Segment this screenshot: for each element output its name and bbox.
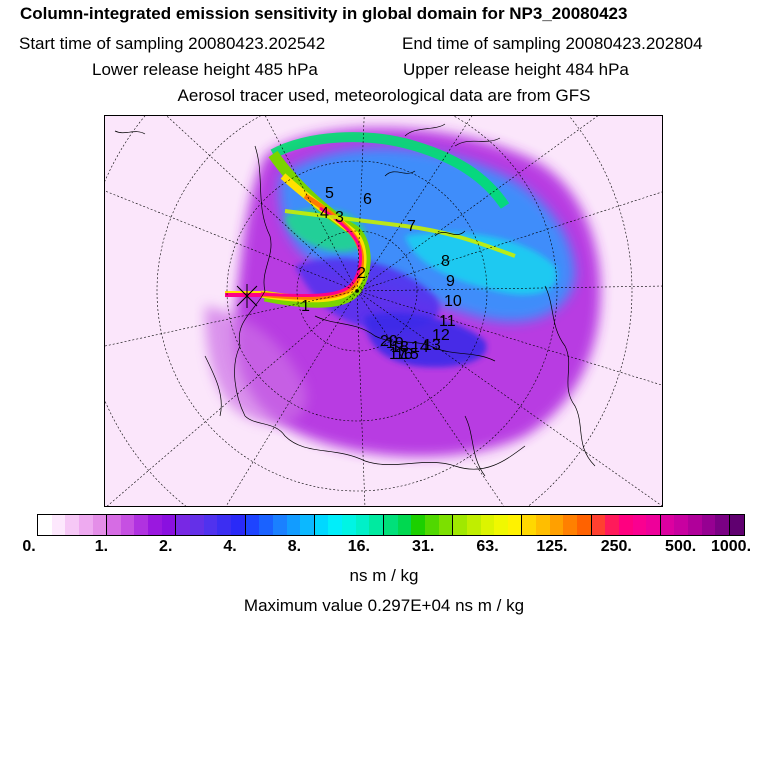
colorbar-segment [494, 515, 508, 535]
coastlines [114, 123, 596, 477]
colorbar-segment [328, 515, 343, 535]
colorbar-segment [452, 515, 467, 535]
colorbar-segment [313, 515, 329, 535]
plot-title: Column-integrated emission sensitivity i… [20, 4, 628, 23]
colorbar-segment [549, 515, 564, 535]
colorbar-segment [701, 515, 716, 535]
colorbar-tick-label: 1000. [710, 538, 752, 555]
colorbar-segment [688, 515, 702, 535]
colorbar-tick-label: 31. [412, 538, 435, 555]
colorbar-segment [355, 515, 370, 535]
colorbar-segment [411, 515, 425, 535]
day-label: 15 [401, 346, 419, 363]
colorbar-segment [175, 515, 191, 535]
colorbar-segment [438, 515, 453, 535]
day-label: 11 [439, 313, 456, 330]
day-label: 9 [446, 273, 455, 290]
colorbar-segment [65, 515, 79, 535]
colorbar-segment [383, 515, 398, 535]
colorbar-segment [715, 515, 730, 535]
colorbar-segment [521, 515, 537, 535]
day-label: 12 [432, 327, 450, 344]
day-label: 2 [357, 265, 366, 282]
colorbar-segment [674, 515, 689, 535]
colorbar-tick-label: 2. [159, 538, 173, 555]
colorbar-segment [230, 515, 245, 535]
day-label: 14 [411, 339, 429, 356]
colorbar-segment [120, 515, 135, 535]
lower-height-text: Lower release height 485 hPa [92, 60, 318, 79]
day-label: 18 [391, 339, 409, 356]
day-label: 8 [441, 253, 450, 270]
day-label: 6 [363, 191, 372, 208]
colorbar-segment [148, 515, 162, 535]
day-label: 16 [395, 346, 413, 363]
emission-sensitivity-map: 1 2 3 4 5 6 7 8 9 10 11 12 13 14 15 16 1… [104, 115, 663, 507]
colorbar-segment [397, 515, 412, 535]
colorbar-segment [78, 515, 93, 535]
colorbar-unit: ns m / kg [349, 566, 419, 585]
colorbar-segment [590, 515, 606, 535]
colorbar-tick-label: 1. [94, 538, 109, 555]
colorbar-tick-label: 8. [287, 538, 302, 555]
day-label: 10 [444, 293, 462, 310]
colorbar-segment [217, 515, 231, 535]
colorbar-segment [729, 515, 744, 535]
colorbar-segment [161, 515, 176, 535]
colorbar-segment [272, 515, 287, 535]
colorbar-segment [536, 515, 550, 535]
colorbar-segment [563, 515, 577, 535]
colorbar-segment [618, 515, 633, 535]
colorbar-tick-label: 0. [22, 538, 36, 555]
colorbar-segment [369, 515, 384, 535]
colorbar-tick-label: 16. [347, 538, 370, 555]
colorbar-segment [632, 515, 647, 535]
colorbar-segment [424, 515, 439, 535]
colorbar-tick-label: 63. [476, 538, 499, 555]
graticule [105, 116, 662, 506]
day-label: 4 [320, 205, 329, 222]
colorbar-segment [605, 515, 619, 535]
day-label: 3 [335, 209, 344, 226]
upper-height-text: Upper release height 484 hPa [403, 60, 629, 79]
colorbar-segment [203, 515, 218, 535]
colorbar-segment [300, 515, 314, 535]
colorbar-segment [106, 515, 121, 535]
colorbar-segment [134, 515, 149, 535]
colorbar-segment [507, 515, 522, 535]
colorbar-segment [576, 515, 591, 535]
colorbar-segment [259, 515, 273, 535]
end-time-text: End time of sampling 20080423.202804 [402, 34, 703, 53]
day-label: 17 [389, 346, 407, 363]
sensitivity-field [205, 127, 601, 457]
colorbar-segment [38, 515, 52, 535]
colorbar-segment [480, 515, 495, 535]
colorbar-tick-label: 125. [536, 538, 568, 555]
colorbar-segment [646, 515, 660, 535]
colorbar-segment [51, 515, 66, 535]
colorbar-segment [244, 515, 260, 535]
day-label: 20 [380, 333, 398, 350]
map-canvas: 1 2 3 4 5 6 7 8 9 10 11 12 13 14 15 16 1… [105, 116, 662, 506]
day-label: 5 [325, 185, 334, 202]
colorbar-segment [286, 515, 301, 535]
day-label: 1 [301, 298, 310, 315]
release-point-marker [236, 284, 258, 308]
colorbar [37, 514, 745, 536]
colorbar-segment [190, 515, 204, 535]
colorbar-tick-label: 250. [600, 538, 632, 555]
colorbar-segment [92, 515, 107, 535]
day-label: 13 [423, 337, 441, 354]
day-label: 19 [386, 335, 404, 352]
day-labels: 1 2 3 4 5 6 7 8 9 10 11 12 13 14 15 16 1… [301, 185, 462, 363]
maximum-value-text: Maximum value 0.297E+04 ns m / kg [243, 596, 525, 615]
colorbar-segment [342, 515, 356, 535]
colorbar-tick-label: 4. [223, 538, 237, 555]
tracer-text: Aerosol tracer used, meteorological data… [177, 86, 591, 105]
colorbar-segment [466, 515, 481, 535]
day-label: 7 [407, 218, 416, 235]
colorbar-segment [659, 515, 675, 535]
colorbar-tick-label: 500. [665, 538, 697, 555]
start-time-text: Start time of sampling 20080423.202542 [19, 34, 326, 53]
